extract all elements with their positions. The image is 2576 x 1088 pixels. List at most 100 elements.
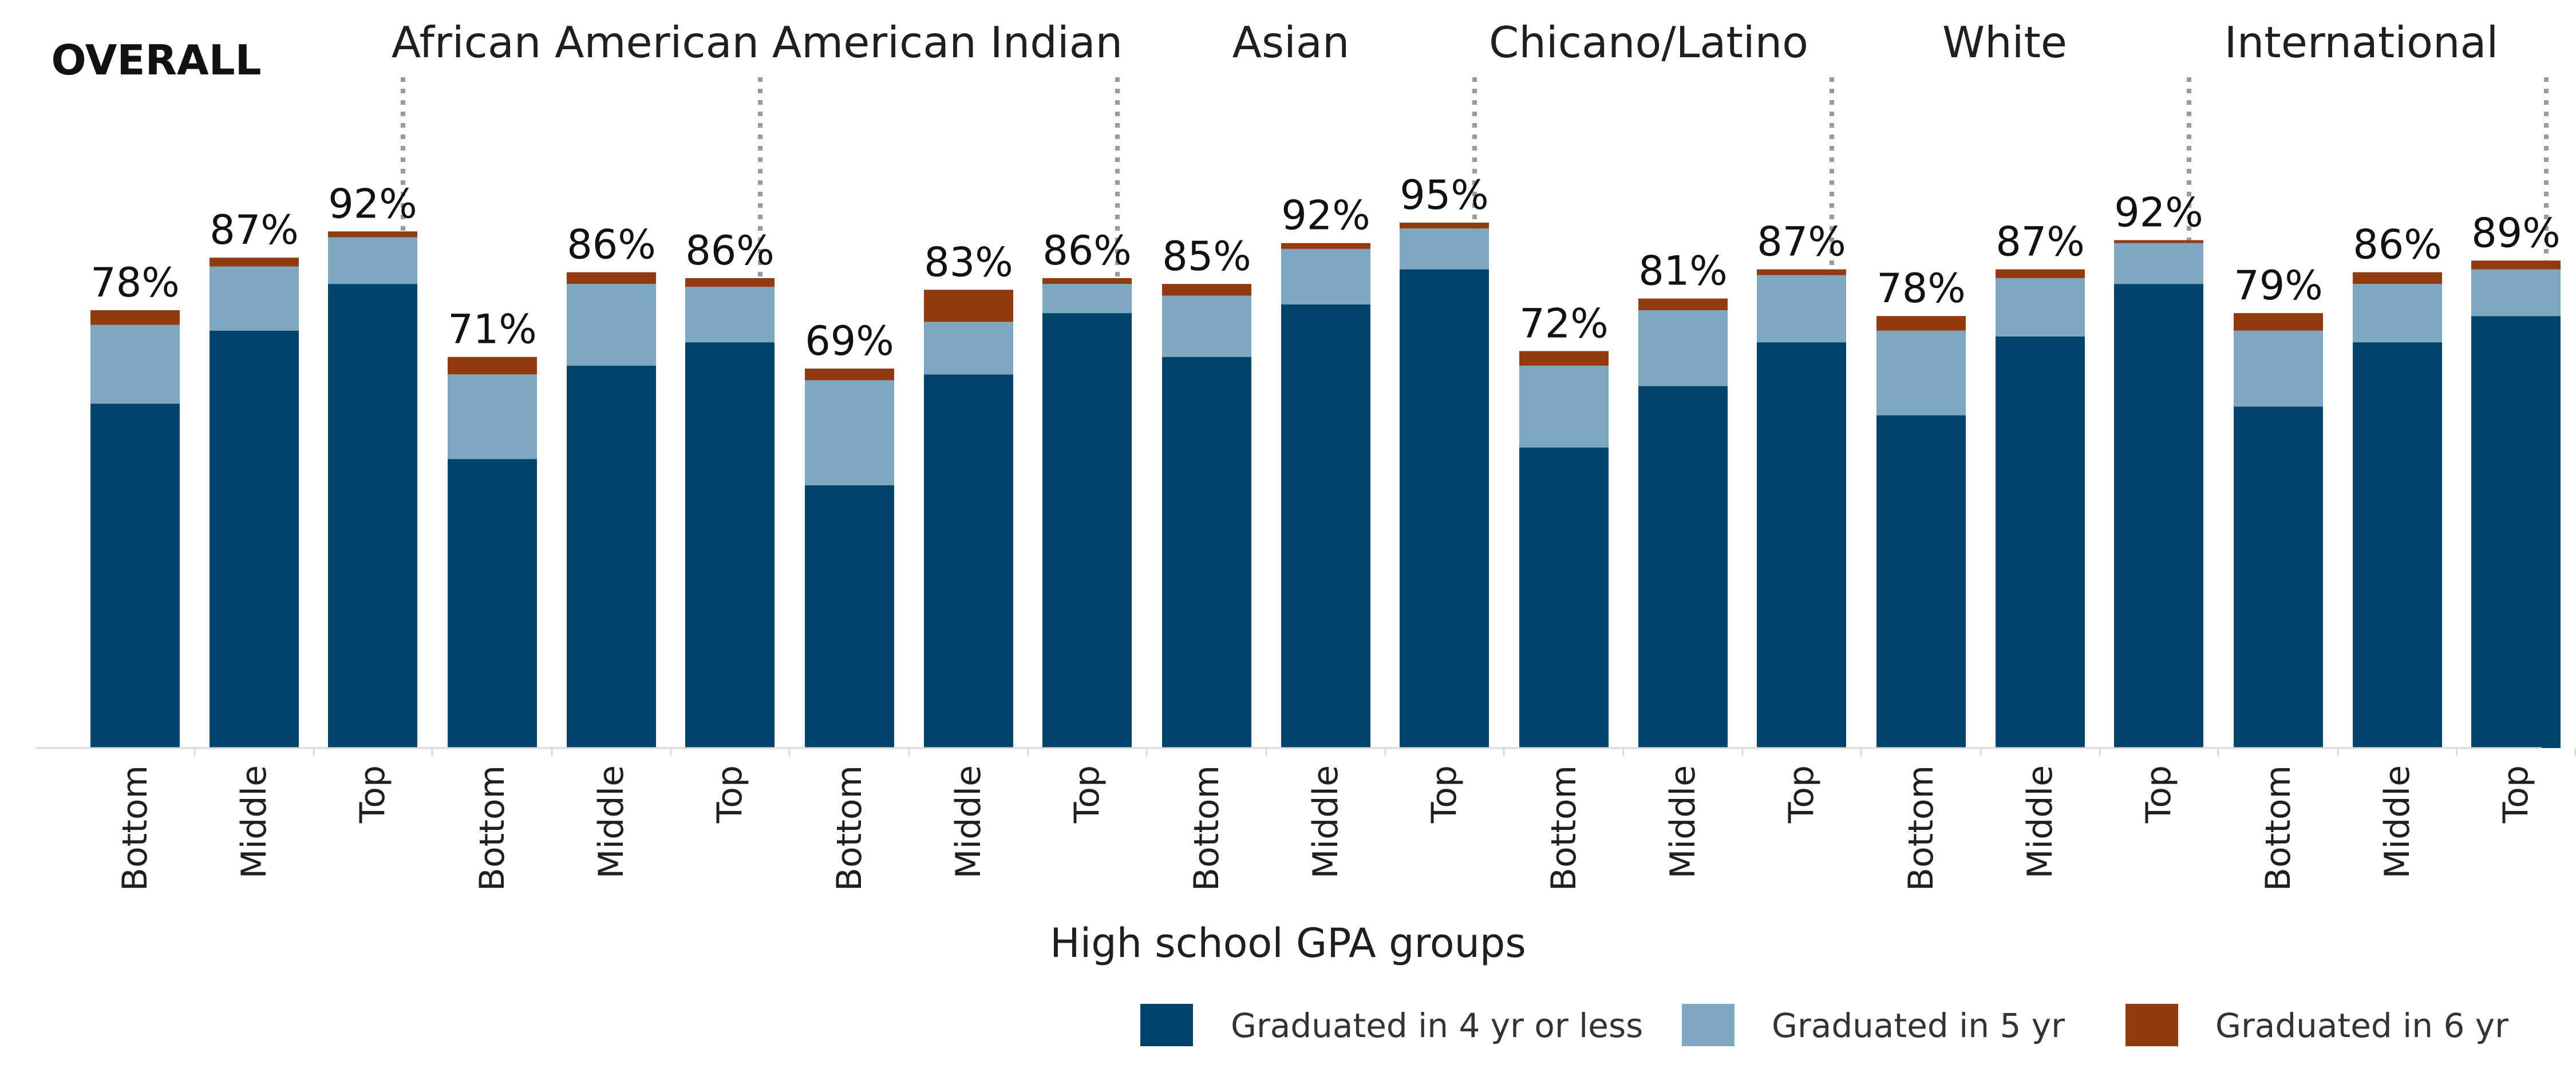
group-title: OVERALL bbox=[51, 36, 261, 84]
tick-labels: Bottom Middle Top Bottom Middle Top Bottom Midd… bbox=[115, 765, 2536, 891]
bar-segment bbox=[2234, 406, 2323, 748]
tick-label: Top bbox=[353, 765, 393, 824]
legend-label: Graduated in 6 yr bbox=[2215, 1006, 2508, 1045]
bar-segment bbox=[1162, 284, 1251, 296]
tick-label: Bottom bbox=[472, 765, 512, 891]
bar-segment bbox=[90, 325, 180, 404]
bar-segment bbox=[90, 403, 180, 748]
bar-segment bbox=[448, 374, 537, 460]
total-labels: 78% 87% 92% 71% 86% 86% 69% 83% 86% 85% 92% 95% 72% 8… bbox=[90, 172, 2561, 365]
bar-segment bbox=[1162, 357, 1251, 748]
bar-segment bbox=[328, 284, 417, 749]
bar-segment bbox=[1638, 386, 1728, 748]
total-label: 92% bbox=[2114, 189, 2203, 236]
bar-segment bbox=[1757, 275, 1846, 343]
bar-segment bbox=[567, 284, 656, 366]
bar-segment bbox=[1996, 269, 2085, 278]
bar-segment bbox=[1638, 310, 1728, 386]
total-label: 72% bbox=[1519, 300, 1609, 347]
total-label: 78% bbox=[90, 259, 180, 306]
total-label: 71% bbox=[448, 306, 537, 353]
bar-segment bbox=[1638, 298, 1728, 310]
total-label: 81% bbox=[1638, 248, 1728, 295]
tick-label: Top bbox=[2139, 765, 2179, 824]
bar-segment bbox=[924, 290, 1013, 322]
bar-segment bbox=[1519, 447, 1609, 748]
group-title: White bbox=[1942, 17, 2067, 68]
bar-segment bbox=[1281, 243, 1370, 249]
tick-label: Middle bbox=[2377, 765, 2417, 879]
bar-segment bbox=[1281, 248, 1370, 304]
total-label: 86% bbox=[567, 221, 656, 268]
total-label: 79% bbox=[2234, 262, 2323, 309]
total-label: 89% bbox=[2471, 209, 2561, 256]
total-label: 87% bbox=[1757, 219, 1846, 266]
bar-segment bbox=[2353, 342, 2442, 748]
bar-segment bbox=[90, 310, 180, 325]
bar-segment bbox=[2114, 240, 2203, 243]
tick-label: Middle bbox=[591, 765, 631, 879]
total-label: 87% bbox=[1996, 219, 2085, 266]
bar-segment bbox=[1400, 269, 1489, 749]
bar-segment bbox=[1400, 223, 1489, 229]
tick-label: Top bbox=[1781, 765, 1822, 824]
bar-segment bbox=[1281, 304, 1370, 748]
tick-label: Top bbox=[710, 765, 750, 824]
bar-segment bbox=[685, 278, 775, 287]
group-title: Asian bbox=[1232, 17, 1350, 68]
tick-label: Bottom bbox=[115, 765, 155, 891]
bar-segment bbox=[567, 272, 656, 284]
bar-segment bbox=[924, 322, 1013, 375]
total-label: 86% bbox=[2353, 221, 2442, 268]
bar-segment bbox=[448, 459, 537, 748]
bar-segment bbox=[2471, 260, 2561, 270]
group-title: International bbox=[2225, 17, 2499, 68]
total-label: 92% bbox=[1281, 192, 1370, 239]
bar-segment bbox=[1876, 415, 1966, 748]
tick-label: Middle bbox=[949, 765, 989, 879]
total-label: 86% bbox=[1042, 227, 1132, 274]
tick-label: Bottom bbox=[2258, 765, 2298, 891]
legend-label: Graduated in 5 yr bbox=[1772, 1006, 2065, 1045]
bar-segment bbox=[1519, 365, 1609, 448]
total-label: 92% bbox=[328, 180, 417, 227]
bar-segment bbox=[328, 231, 417, 238]
bar-segment bbox=[805, 369, 894, 381]
bar-segment bbox=[1996, 336, 2085, 748]
bar-segment bbox=[448, 357, 537, 375]
tick-label: Bottom bbox=[1544, 765, 1584, 891]
bar-segment bbox=[1757, 342, 1846, 748]
x-axis bbox=[35, 747, 2576, 756]
bar-segment bbox=[1876, 316, 1966, 331]
bar-segment bbox=[1876, 330, 1966, 416]
total-label: 78% bbox=[1876, 265, 1966, 312]
total-label: 87% bbox=[210, 207, 299, 254]
bar-segment bbox=[1042, 278, 1132, 284]
bar-segment bbox=[1042, 313, 1132, 748]
bar-segment bbox=[805, 380, 894, 485]
tick-label: Bottom bbox=[1901, 765, 1941, 891]
bars bbox=[90, 223, 2561, 749]
bar-segment bbox=[2234, 330, 2323, 407]
bar-segment bbox=[2471, 269, 2561, 316]
x-axis-title: High school GPA groups bbox=[1050, 920, 1526, 967]
tick-label: Top bbox=[1067, 765, 1107, 824]
bar-segment bbox=[2471, 316, 2561, 748]
bar-segment bbox=[805, 485, 894, 748]
tick-label: Middle bbox=[1663, 765, 1703, 879]
tick-label: Middle bbox=[2020, 765, 2060, 879]
bar-segment bbox=[2353, 284, 2442, 343]
group-title: Chicano/Latino bbox=[1489, 17, 1808, 68]
bar-segment bbox=[1042, 284, 1132, 314]
bar-segment bbox=[685, 287, 775, 343]
tick-label: Top bbox=[2496, 765, 2536, 824]
group-title: American Indian bbox=[772, 17, 1123, 68]
tick-label: Bottom bbox=[1187, 765, 1227, 891]
bar-segment bbox=[210, 266, 299, 331]
bar-segment bbox=[1162, 295, 1251, 357]
tick-label: Top bbox=[1424, 765, 1464, 824]
bar-segment bbox=[685, 342, 775, 748]
bar-segment bbox=[1519, 351, 1609, 366]
